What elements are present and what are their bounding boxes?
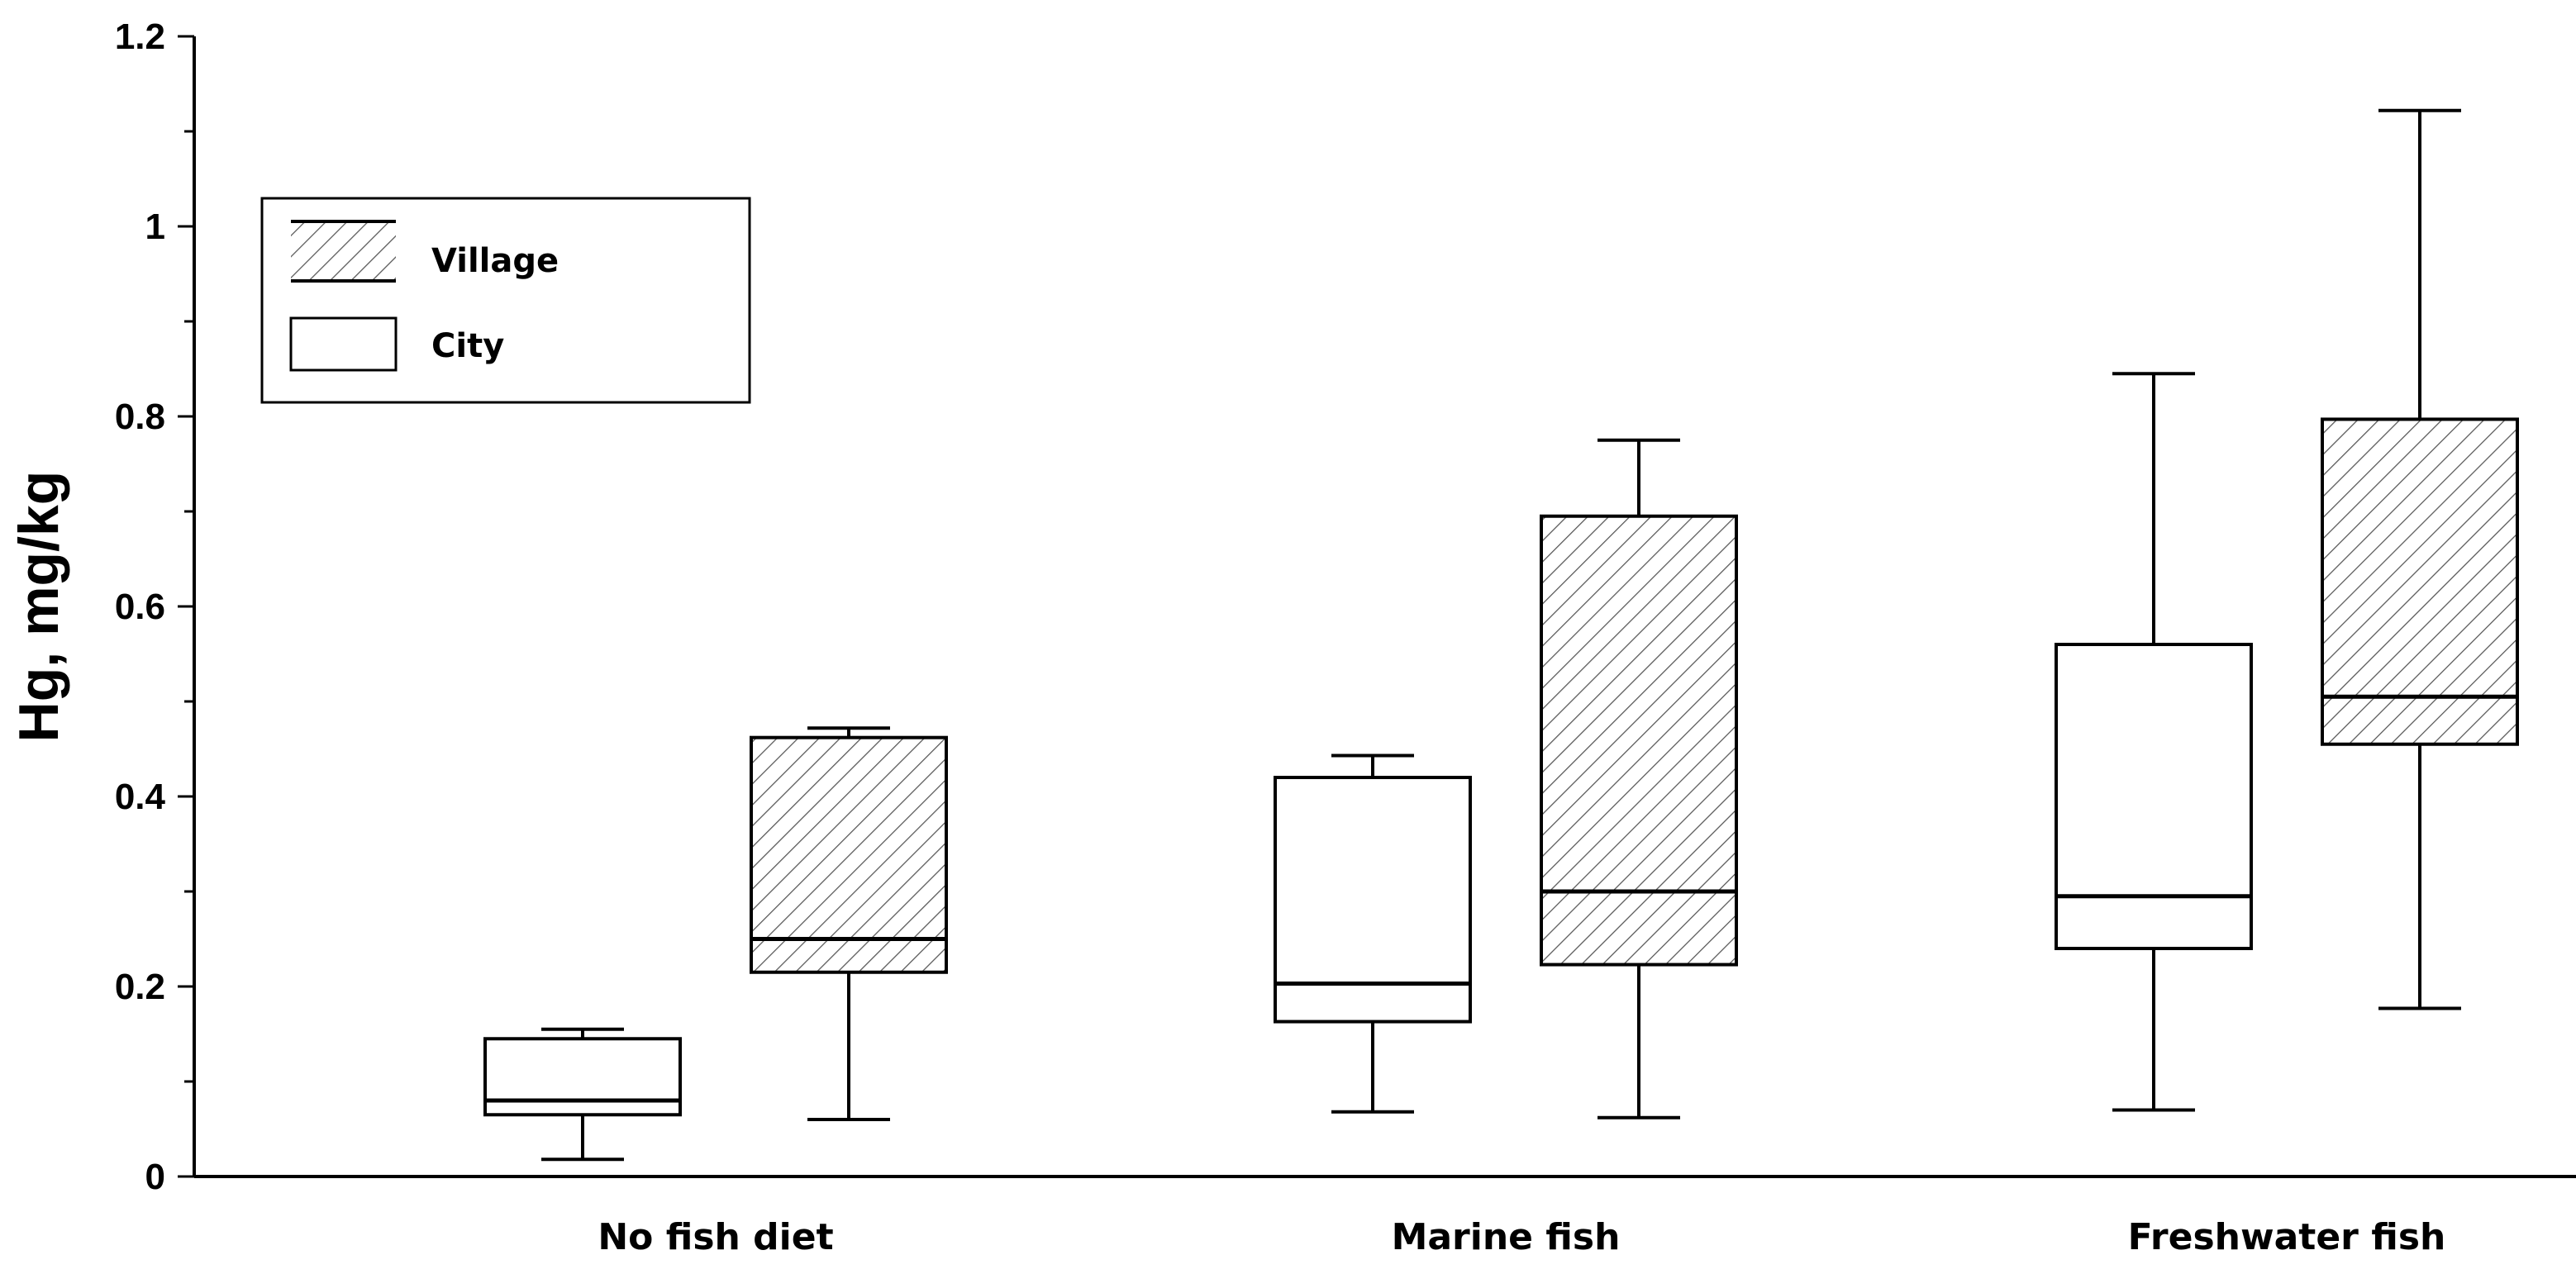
category-labels: No fish diet Marine fish Freshwater fish (598, 1216, 2445, 1258)
box-city (2055, 372, 2253, 1112)
y-tick-label: 0.6 (115, 587, 165, 627)
y-tick-label: 0 (145, 1157, 165, 1197)
legend-item-city: City (289, 316, 504, 372)
y-tick-label: 1.2 (115, 17, 165, 57)
boxes (483, 108, 2519, 1162)
box-village (750, 726, 948, 1121)
y-tick-labels: 0 0.2 0.4 0.6 0.8 1 1.2 (115, 17, 166, 1197)
box-body (483, 1037, 682, 1117)
legend-swatch-village (291, 221, 396, 281)
box-body (1274, 776, 1472, 1024)
y-axis-title: Hg, mg/kg (7, 471, 70, 743)
axes: 0 0.2 0.4 0.6 0.8 1 1.2 Hg, mg/kg (7, 17, 2576, 1197)
legend-label-village: Village (431, 242, 559, 280)
box-village (1540, 438, 1738, 1120)
box-village (2321, 108, 2519, 1010)
box-city (483, 1027, 682, 1162)
y-ticks (178, 35, 194, 1178)
legend-label-city: City (431, 327, 504, 365)
category-label: No fish diet (598, 1216, 833, 1258)
y-tick-label: 1 (145, 207, 165, 247)
box-body (2055, 643, 2253, 950)
category-label: Marine fish (1392, 1216, 1621, 1258)
y-tick-label: 0.2 (115, 967, 165, 1007)
box-body (2321, 417, 2519, 746)
legend: Village City (260, 197, 751, 404)
legend-swatch-city (289, 316, 398, 372)
box-city (1274, 753, 1472, 1114)
category-label: Freshwater fish (2128, 1216, 2446, 1258)
legend-item-village: Village (291, 220, 559, 283)
y-tick-label: 0.4 (115, 777, 166, 817)
y-tick-label: 0.8 (115, 397, 165, 437)
box-body (1540, 514, 1738, 967)
box-body (750, 735, 948, 974)
